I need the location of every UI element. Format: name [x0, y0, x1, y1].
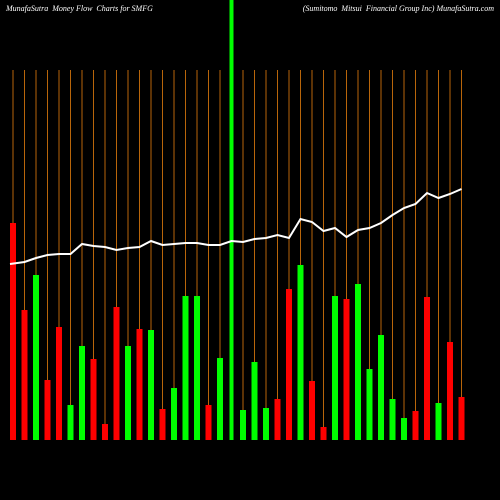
bar [240, 410, 246, 440]
bar [297, 265, 304, 440]
chart-title: MunafaSutra Money Flow Charts for SMFG [5, 4, 153, 13]
bar [251, 362, 258, 440]
bar [102, 424, 108, 440]
bar [217, 358, 223, 440]
bar [136, 329, 143, 440]
bar [286, 289, 292, 440]
bar [194, 296, 200, 440]
bar [263, 408, 269, 440]
bar [401, 418, 407, 440]
bar [389, 399, 396, 440]
bar [343, 299, 350, 440]
bar [447, 342, 453, 440]
bar [33, 275, 39, 440]
bar [90, 359, 97, 440]
bar [44, 380, 51, 440]
bar [113, 307, 120, 440]
chart-subtitle: (Sumitomo Mitsui Financial Group Inc) Mu… [303, 4, 494, 13]
bar [309, 381, 315, 440]
bar [274, 399, 281, 440]
bar [332, 296, 338, 440]
bar [159, 409, 166, 440]
bar [378, 335, 384, 440]
bar [320, 427, 327, 440]
bar [171, 388, 177, 440]
bar [458, 397, 465, 440]
bar [435, 403, 442, 440]
bar [355, 284, 361, 440]
bar [366, 369, 373, 440]
bar [21, 310, 28, 440]
bar [182, 296, 189, 440]
bar [229, 0, 234, 440]
bar [56, 327, 62, 440]
price-line [9, 188, 462, 265]
bar [424, 297, 430, 440]
bar [148, 330, 154, 440]
bar [67, 405, 74, 440]
bar [79, 346, 85, 440]
bar [125, 346, 131, 440]
bar [10, 223, 16, 440]
bar [412, 411, 419, 440]
bar [205, 405, 212, 440]
